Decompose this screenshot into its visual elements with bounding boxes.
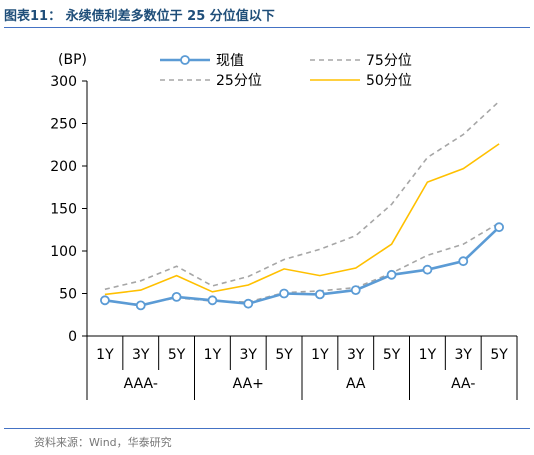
data-point [135,300,146,311]
x-tick-label: 5Y [168,347,186,363]
legend-label: 75分位 [366,53,412,69]
y-tick-label: 300 [50,74,77,90]
x-tick-label: 3Y [347,347,365,363]
x-tick-label: 1Y [419,347,437,363]
x-tick-label: 1Y [96,347,114,363]
legend-marker [180,55,190,65]
x-group-label: AA+ [233,376,264,392]
data-point [422,264,433,275]
series-line [104,226,500,307]
legend-label: 50分位 [366,73,412,89]
y-tick-label: 50 [59,287,77,303]
title-rule [4,27,530,28]
y-unit-label: (BP) [58,52,87,68]
x-tick-label: 1Y [311,347,329,363]
x-tick-label: 3Y [455,347,473,363]
x-tick-label: 3Y [132,347,150,363]
x-tick-label: 5Y [490,347,508,363]
data-point [171,291,182,302]
data-point [458,256,469,267]
source-note: 资料来源：Wind，华泰研究 [34,436,172,449]
x-tick-label: 1Y [204,347,222,363]
series-line [104,143,500,296]
x-group-label: AA [346,376,366,392]
y-tick-label: 200 [50,159,77,175]
x-group-label: AA- [451,376,475,392]
y-tick-label: 250 [50,117,77,133]
y-tick-label: 100 [50,244,77,260]
y-tick-label: 150 [50,202,77,218]
source-rule [4,428,530,429]
x-tick-label: 5Y [383,347,401,363]
y-tick-label: 0 [68,329,77,345]
data-point [494,222,504,233]
data-point [350,285,361,296]
x-group-label: AAA- [124,376,158,392]
data-point [386,269,397,280]
data-point [315,289,325,300]
series-line [104,100,500,291]
data-point [100,295,110,306]
series-line [104,222,500,306]
data-point [243,298,254,309]
line-chart: 0 50 100 150 200 250 300 (BP) 1Y 3Y 5Y AAA- 1Y 3Y 5Y AA… [50,52,518,400]
data-point [207,295,218,306]
data-point [279,288,289,299]
x-tick-label: 5Y [275,347,293,363]
legend-label: 25分位 [216,73,262,89]
figure-title: 图表11： 永续债利差多数位于 25 分位值以下 [4,9,275,24]
x-tick-label: 3Y [240,347,258,363]
legend-label: 现值 [216,53,244,69]
